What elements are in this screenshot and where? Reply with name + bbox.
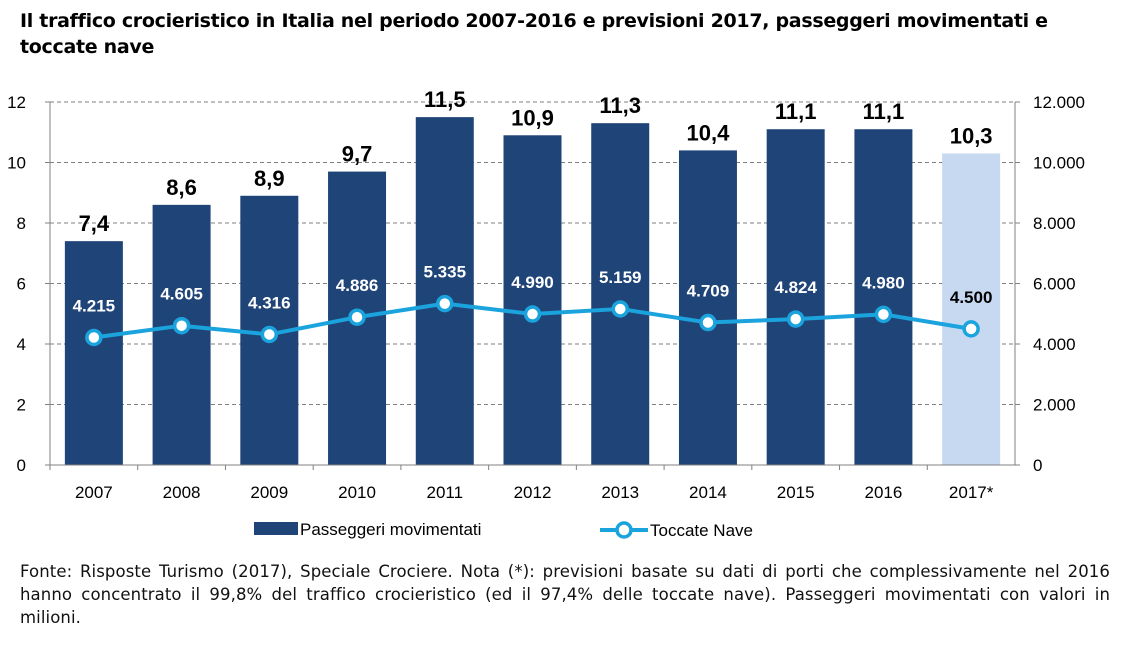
bar-2015 — [766, 129, 825, 465]
x-tick-label: 2014 — [689, 483, 727, 502]
line-series — [85, 294, 980, 347]
line-value-label: 4.980 — [862, 273, 905, 292]
bar-value-label: 10,4 — [687, 120, 731, 145]
y-right-tick-label: 2.000 — [1033, 396, 1076, 415]
y-right-tick-label: 10.000 — [1033, 154, 1085, 173]
bar-2007 — [64, 241, 123, 465]
data-labels: 7,4 8,6 8,9 9,7 11,5 10,9 11,3 10,4 11,1 11,1 10,3… — [73, 87, 993, 315]
bar-value-label: 10,9 — [511, 105, 554, 130]
chart-title: Il traffico crocieristico in Italia nel … — [20, 10, 1048, 58]
bar-value-label: 8,6 — [166, 175, 197, 200]
x-tick-label: 2009 — [250, 483, 288, 502]
bar-2012 — [503, 135, 562, 465]
line-value-label: 4.500 — [950, 288, 993, 307]
legend: Passeggeri movimentati Toccate Nave — [254, 520, 753, 540]
line-value-label: 4.824 — [774, 278, 817, 297]
legend-label-bars: Passeggeri movimentati — [300, 520, 481, 539]
bar-value-label: 11,5 — [424, 87, 466, 112]
line-point-2008 — [172, 316, 191, 335]
line-value-label: 5.335 — [423, 263, 466, 282]
line-value-label: 4.316 — [248, 293, 291, 312]
bar-value-label: 11,1 — [775, 99, 817, 124]
line-value-label: 4.990 — [511, 273, 554, 292]
bar-2011 — [415, 117, 474, 465]
y-left-tick-label: 4 — [17, 335, 26, 354]
y-left-tick-label: 2 — [17, 396, 26, 415]
y-right-tick-label: 12.000 — [1033, 93, 1085, 112]
axes: 0 2 4 6 8 10 12 0 2.000 4.000 6.000 8.000 10.000 12.0… — [7, 93, 1085, 502]
bar-2014 — [678, 150, 737, 465]
x-tick-label: 2010 — [338, 483, 376, 502]
y-left-tick-label: 8 — [17, 214, 26, 233]
line-point-2012 — [523, 305, 542, 323]
y-left-tick-label: 12 — [7, 93, 26, 112]
line-point-2015 — [786, 310, 805, 328]
line-point-2014 — [699, 313, 717, 332]
y-left-tick-label: 10 — [7, 154, 26, 173]
footnote: Fonte: Risposte Turismo (2017), Speciale… — [20, 562, 1110, 627]
bar-2017-forecast — [942, 153, 1001, 466]
legend-swatch-bars — [254, 522, 298, 535]
y-left-tick-label: 0 — [17, 456, 26, 475]
y-right-tick-label: 0 — [1033, 456, 1042, 475]
x-tick-label: 2015 — [777, 483, 815, 502]
bar-value-label: 9,7 — [342, 142, 373, 167]
line-point-2007 — [85, 328, 103, 347]
bar-value-label: 10,3 — [950, 123, 993, 148]
bar-value-label: 8,9 — [254, 166, 285, 191]
line-value-label: 4.886 — [336, 276, 379, 295]
x-tick-label: 2008 — [163, 483, 201, 502]
line-point-2016 — [874, 305, 893, 324]
line-value-label: 4.605 — [160, 285, 203, 304]
y-right-tick-label: 8.000 — [1033, 214, 1076, 233]
bar-2016 — [854, 129, 913, 465]
bar-value-label: 11,3 — [599, 93, 641, 118]
bar-value-label: 7,4 — [79, 211, 110, 236]
x-tick-label: 2017* — [949, 483, 994, 502]
bar-2008 — [152, 204, 211, 465]
legend-marker-line — [615, 521, 633, 539]
line-value-label: 4.709 — [687, 282, 730, 301]
line-point-2010 — [348, 308, 366, 326]
bar-value-label: 11,1 — [863, 99, 905, 124]
line-value-label: 5.159 — [599, 268, 642, 287]
chart: 0 2 4 6 8 10 12 0 2.000 4.000 6.000 8.000 10.000 12.0… — [7, 87, 1085, 540]
line-value-label: 4.215 — [73, 296, 116, 315]
x-tick-label: 2011 — [426, 483, 463, 502]
x-tick-label: 2012 — [514, 483, 552, 502]
line-point-2017-forecast — [962, 320, 980, 338]
legend-label-line: Toccate Nave — [650, 521, 753, 540]
x-tick-label: 2016 — [864, 483, 902, 502]
bar-2013 — [591, 123, 650, 466]
y-left-tick-label: 6 — [17, 275, 26, 294]
x-tick-label: 2013 — [601, 483, 639, 502]
y-right-tick-label: 4.000 — [1033, 335, 1076, 354]
line-point-2013 — [611, 300, 629, 318]
x-tick-label: 2007 — [75, 483, 113, 502]
line-point-2009 — [260, 325, 279, 344]
line-point-2011 — [436, 294, 454, 313]
y-right-tick-label: 6.000 — [1033, 275, 1076, 294]
